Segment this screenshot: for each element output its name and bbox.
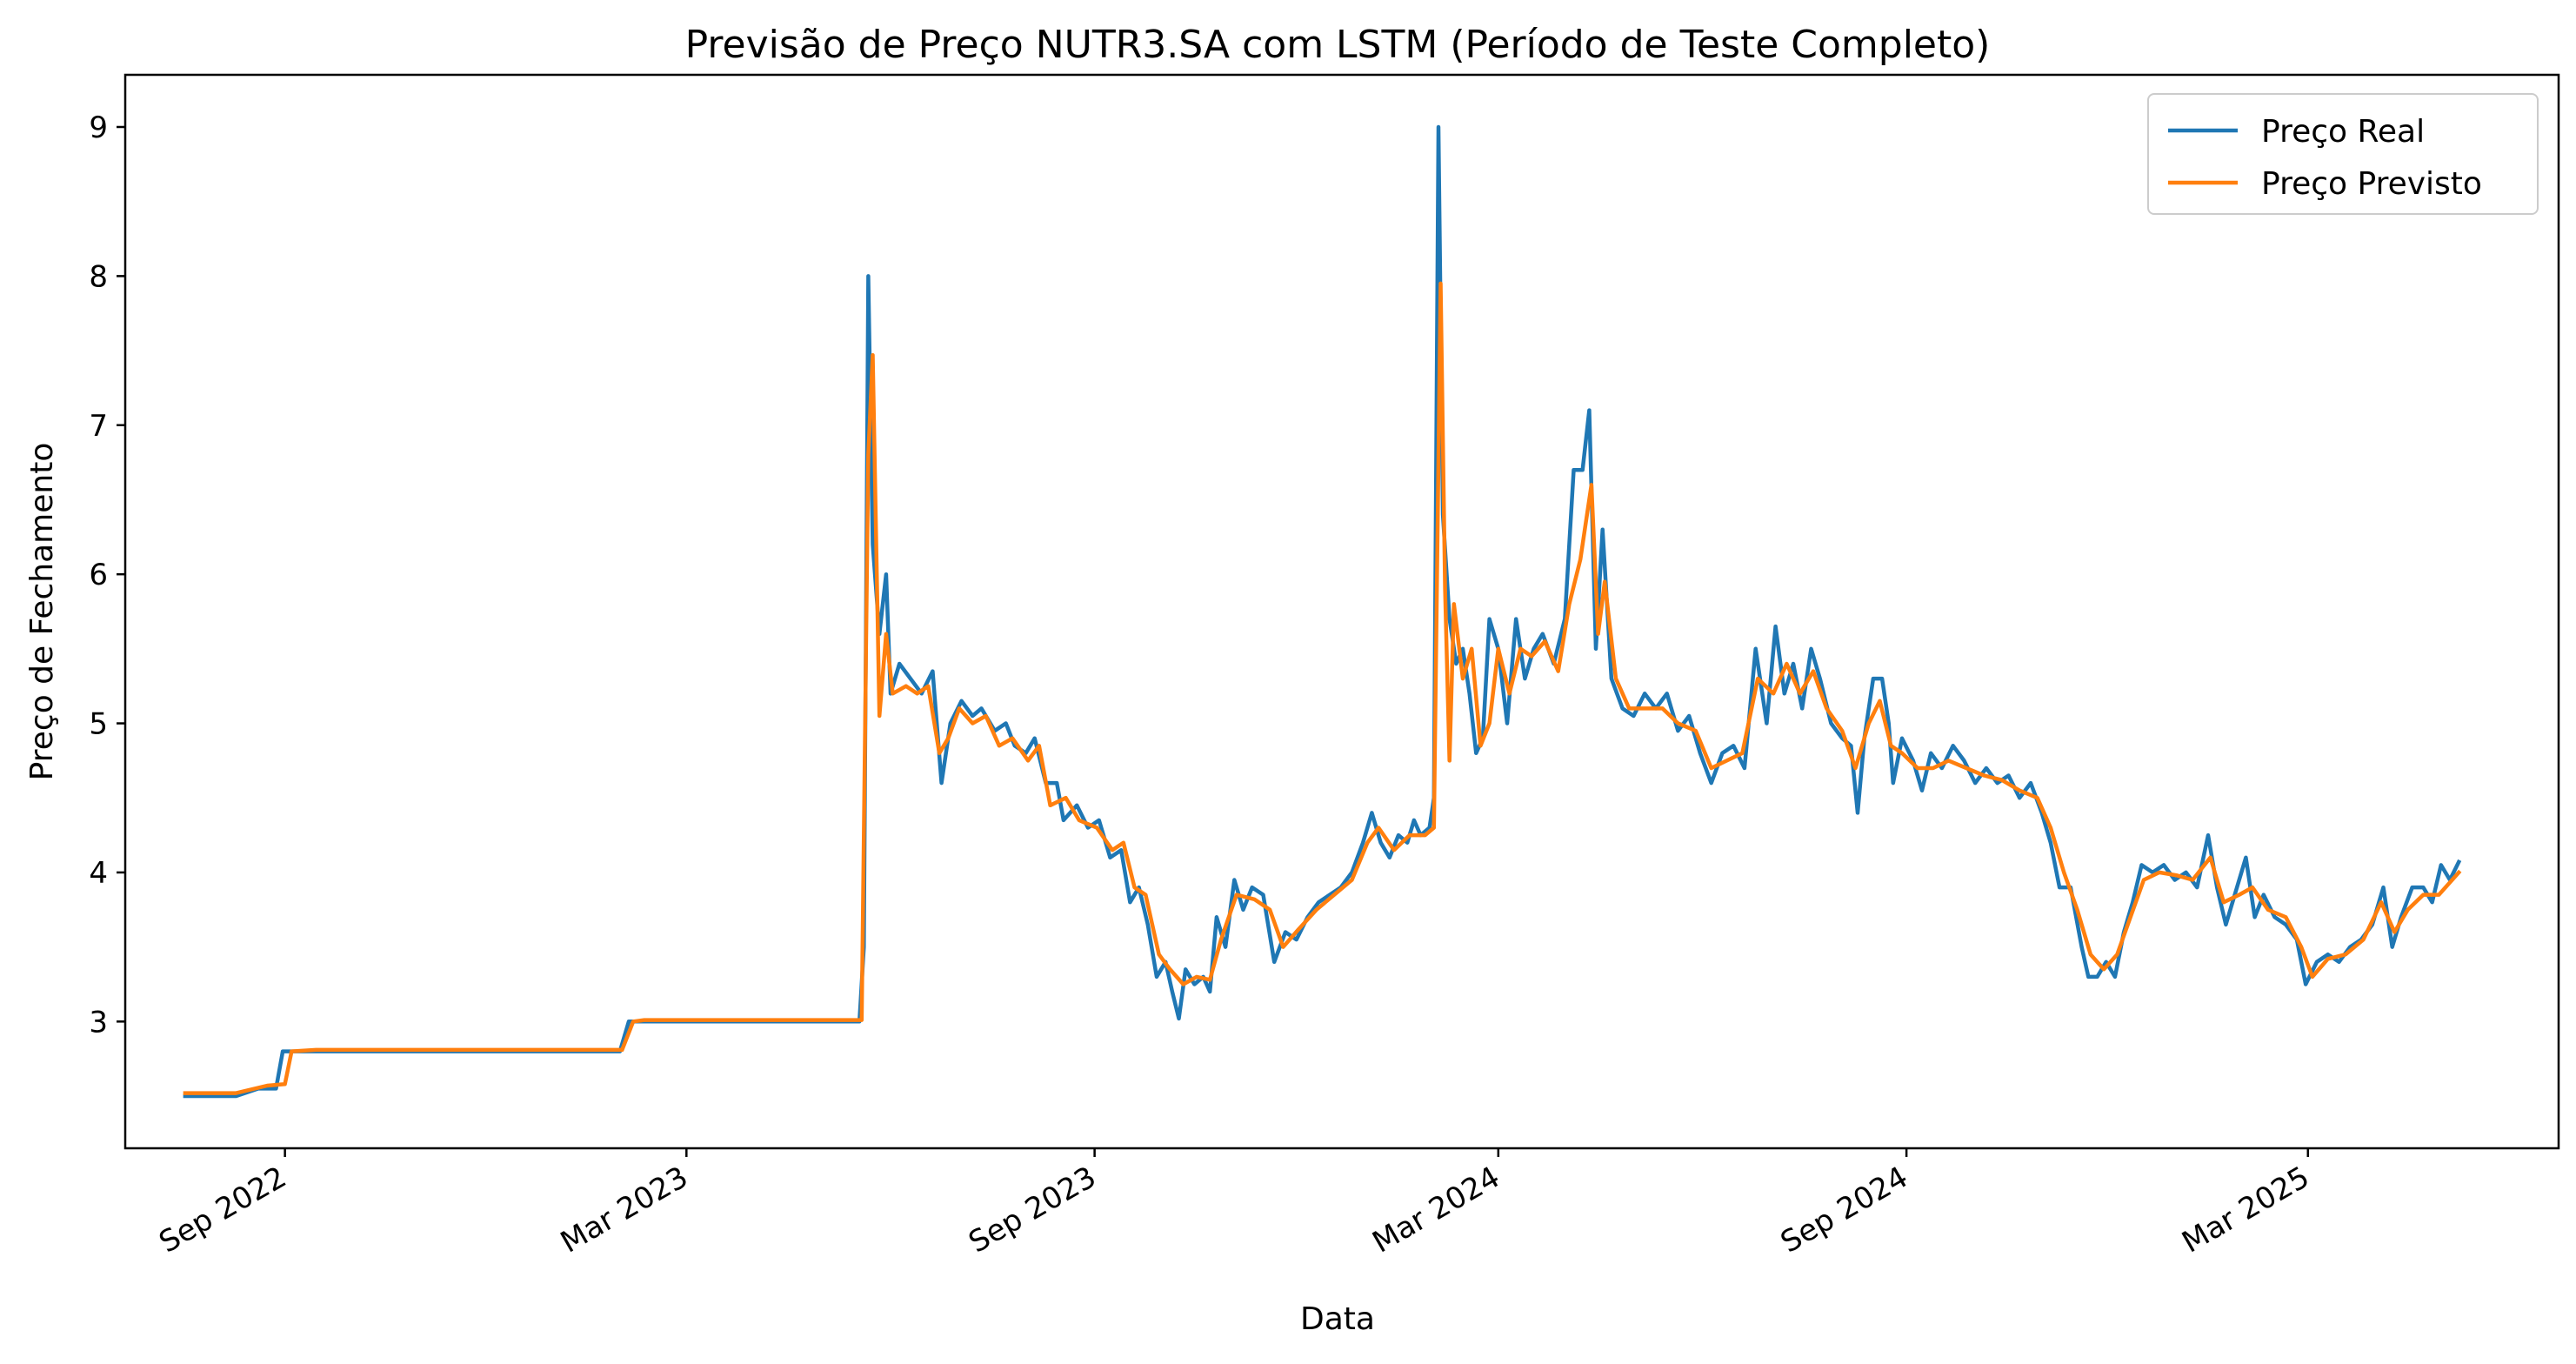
series-line-real: [183, 124, 2462, 1099]
y-tick-label: 9: [89, 110, 108, 145]
x-axis-label: Data: [1300, 1301, 1375, 1337]
y-tick-label: 3: [89, 1005, 108, 1040]
legend-label-real: Preço Real: [2261, 114, 2425, 150]
y-axis-label: Preço de Fechamento: [24, 443, 60, 781]
chart-title: Previsão de Preço NUTR3.SA com LSTM (Per…: [685, 23, 1991, 67]
y-tick-label: 4: [89, 856, 108, 891]
y-tick-label: 7: [89, 409, 108, 444]
series-layer: [183, 124, 2462, 1099]
y-tick-label: 5: [89, 707, 108, 742]
plot-area: [123, 73, 2560, 1150]
y-axis: 3 4 5 6 7 8 9: [89, 110, 125, 1040]
axes-frame: [123, 73, 2560, 1150]
y-tick-label: 6: [89, 558, 108, 592]
legend: Preço Real Preço Previsto: [2147, 93, 2539, 215]
y-tick-label: 8: [89, 259, 108, 294]
series-line-predicted: [183, 281, 2462, 1095]
legend-box: [2147, 93, 2539, 215]
legend-label-predicted: Preço Previsto: [2261, 166, 2482, 202]
